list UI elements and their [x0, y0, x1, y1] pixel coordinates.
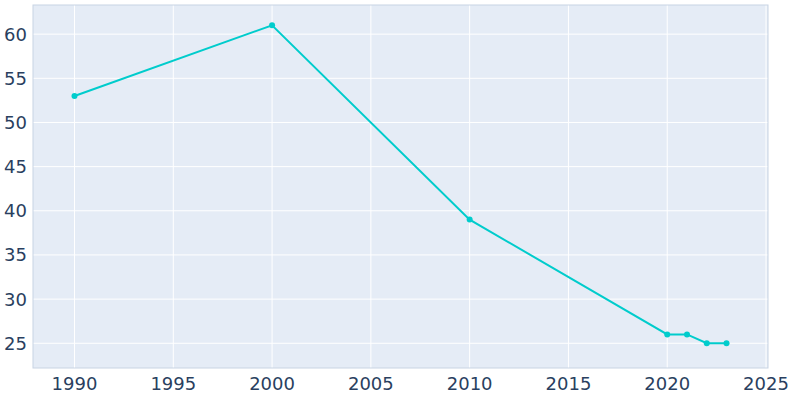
grid-line — [33, 78, 768, 79]
x-tick-label: 2025 — [743, 373, 789, 394]
grid-line — [370, 5, 371, 368]
x-tick-label: 1990 — [52, 373, 98, 394]
y-tick-label: 55 — [4, 68, 27, 89]
point — [269, 22, 275, 28]
plot-area — [33, 5, 768, 368]
grid-line — [568, 5, 569, 368]
grid-line — [766, 5, 767, 368]
chart: 25 30 35 40 45 50 55 60 1990 1995 2000 2005 2010 2015… — [0, 0, 800, 400]
grid-line — [33, 343, 768, 344]
x-tick-label: 2020 — [644, 373, 690, 394]
y-tick-label: 45 — [4, 156, 27, 177]
y-tick-label: 30 — [4, 289, 27, 310]
point — [467, 217, 473, 223]
point — [684, 331, 690, 337]
point — [724, 340, 730, 346]
grid-line — [272, 5, 273, 368]
y-tick-label: 25 — [4, 333, 27, 354]
x-tick-label: 2000 — [249, 373, 295, 394]
grid-line — [74, 5, 75, 368]
x-tick-label: 2005 — [348, 373, 394, 394]
y-tick-label: 50 — [4, 112, 27, 133]
grid-line — [33, 122, 768, 123]
grid-line — [33, 299, 768, 300]
grid-line — [667, 5, 668, 368]
x-tick-label: 2010 — [447, 373, 493, 394]
grid-line — [173, 5, 174, 368]
point — [704, 340, 710, 346]
series — [71, 22, 729, 346]
grid-line — [33, 210, 768, 211]
grid-line — [33, 254, 768, 255]
y-tick-label: 35 — [4, 244, 27, 265]
grid-line — [33, 34, 768, 35]
y-tick-label: 40 — [4, 200, 27, 221]
point — [664, 331, 670, 337]
x-tick-label: 1995 — [150, 373, 196, 394]
point — [71, 93, 77, 99]
line — [74, 25, 726, 343]
x-tick-label: 2015 — [546, 373, 592, 394]
grid-line — [469, 5, 470, 368]
plot-frame — [33, 5, 768, 368]
y-tick-label: 60 — [4, 24, 27, 45]
grid-line — [33, 166, 768, 167]
